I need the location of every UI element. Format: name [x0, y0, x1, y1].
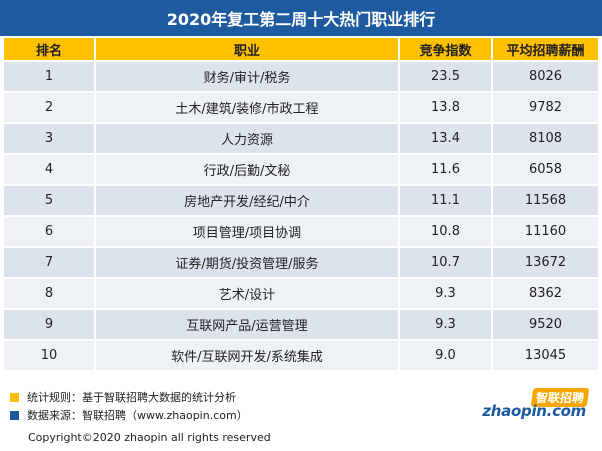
occupation-cell: 软件/互联网开发/系统集成 [95, 339, 400, 370]
occupation-cell: 艺术/设计 [95, 277, 400, 309]
zhaopin-logo: 智联招聘 zhaopin.com [478, 388, 590, 420]
table-row: 5 房地产开发/经纪/中介 11.1 11568 [4, 184, 598, 216]
salary-cell: 11568 [492, 184, 598, 216]
note-text: 数据来源：智联招聘（www.zhaopin.com） [27, 409, 248, 422]
note-stat-rule: 统计规则：基于智联招聘大数据的统计分析 [10, 388, 248, 406]
header-average-salary: 平均招聘薪酬 [492, 38, 598, 61]
table-body: 1 财务/审计/税务 23.5 8026 2 土木/建筑/装修/市政工程 13.8 9782 3… [4, 60, 598, 370]
salary-cell: 8026 [492, 60, 598, 92]
salary-cell: 9520 [492, 308, 598, 340]
note-data-source: 数据来源：智联招聘（www.zhaopin.com） [10, 406, 248, 424]
footer-notes: 统计规则：基于智联招聘大数据的统计分析 数据来源：智联招聘（www.zhaopi… [10, 388, 248, 424]
rank-cell: 2 [4, 91, 96, 123]
competition-index-cell: 10.8 [399, 215, 493, 247]
competition-index-cell: 11.1 [399, 184, 493, 216]
table-row: 7 证券/期货/投资管理/服务 10.7 13672 [4, 246, 598, 278]
rank-cell: 7 [4, 246, 96, 278]
competition-index-cell: 13.4 [399, 122, 493, 154]
table-row: 9 互联网产品/运营管理 9.3 9520 [4, 308, 598, 340]
table-row: 6 项目管理/项目协调 10.8 11160 [4, 215, 598, 247]
page-title: 2020年复工第二周十大热门职业排行 [0, 0, 602, 36]
header-rank: 排名 [4, 38, 96, 61]
salary-cell: 8362 [492, 277, 598, 309]
yellow-square-icon [10, 392, 19, 402]
rank-cell: 4 [4, 153, 96, 185]
table-row: 4 行政/后勤/文秘 11.6 6058 [4, 153, 598, 185]
table-row: 1 财务/审计/税务 23.5 8026 [4, 60, 598, 92]
competition-index-cell: 23.5 [399, 60, 493, 92]
rank-cell: 5 [4, 184, 96, 216]
occupation-cell: 互联网产品/运营管理 [95, 308, 400, 340]
table-header-row: 排名 职业 竞争指数 平均招聘薪酬 [4, 38, 598, 61]
copyright: Copyright©2020 zhaopin all rights reserv… [28, 431, 271, 444]
salary-cell: 13672 [492, 246, 598, 278]
blue-square-icon [10, 410, 19, 420]
competition-index-cell: 9.0 [399, 339, 493, 370]
salary-cell: 8108 [492, 122, 598, 154]
occupation-cell: 项目管理/项目协调 [95, 215, 400, 247]
occupation-cell: 证券/期货/投资管理/服务 [95, 246, 400, 278]
table-row: 10 软件/互联网开发/系统集成 9.0 13045 [4, 339, 598, 370]
salary-cell: 9782 [492, 91, 598, 123]
header-occupation: 职业 [95, 38, 400, 61]
table-row: 8 艺术/设计 9.3 8362 [4, 277, 598, 309]
rank-cell: 3 [4, 122, 96, 154]
rank-cell: 8 [4, 277, 96, 309]
occupation-cell: 土木/建筑/装修/市政工程 [95, 91, 400, 123]
occupation-cell: 财务/审计/税务 [95, 60, 400, 92]
occupation-cell: 房地产开发/经纪/中介 [95, 184, 400, 216]
logo-en: zhaopin.com [482, 402, 586, 420]
competition-index-cell: 13.8 [399, 91, 493, 123]
salary-cell: 6058 [492, 153, 598, 185]
occupation-cell: 人力资源 [95, 122, 400, 154]
competition-index-cell: 9.3 [399, 308, 493, 340]
rank-cell: 9 [4, 308, 96, 340]
salary-cell: 13045 [492, 339, 598, 370]
note-text: 统计规则：基于智联招聘大数据的统计分析 [27, 391, 236, 404]
table-row: 2 土木/建筑/装修/市政工程 13.8 9782 [4, 91, 598, 123]
competition-index-cell: 11.6 [399, 153, 493, 185]
competition-index-cell: 10.7 [399, 246, 493, 278]
competition-index-cell: 9.3 [399, 277, 493, 309]
occupation-cell: 行政/后勤/文秘 [95, 153, 400, 185]
rank-cell: 10 [4, 339, 96, 370]
table-row: 3 人力资源 13.4 8108 [4, 122, 598, 154]
rank-cell: 6 [4, 215, 96, 247]
ranking-table: 排名 职业 竞争指数 平均招聘薪酬 1 财务/审计/税务 23.5 8026 2 土木/建… [4, 38, 598, 370]
rank-cell: 1 [4, 60, 96, 92]
header-competition-index: 竞争指数 [399, 38, 493, 61]
salary-cell: 11160 [492, 215, 598, 247]
